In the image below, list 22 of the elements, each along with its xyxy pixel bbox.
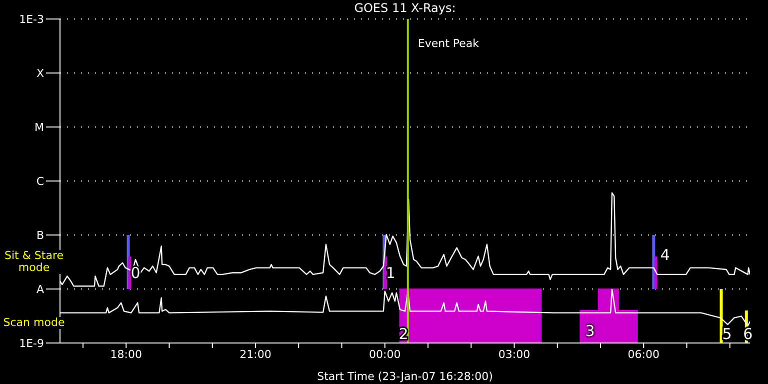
- x-tick-label: 18:00: [110, 348, 142, 361]
- annotation: 2: [398, 324, 408, 343]
- chart-title: GOES 11 X-Rays:: [353, 1, 457, 15]
- x-tick-label: 00:00: [369, 348, 401, 361]
- x-tick-label: 06:00: [628, 348, 660, 361]
- annotation: Sit & Stare mode: [0, 249, 68, 274]
- y-tick-label: A: [36, 282, 44, 296]
- y-tick-label: 1E-3: [19, 12, 44, 26]
- x-tick-label: 21:00: [240, 348, 272, 361]
- annotation: Scan mode: [0, 316, 68, 329]
- y-tick-label: 1E-9: [19, 336, 44, 350]
- x-tick-label: 03:00: [498, 348, 530, 361]
- y-tick-label: B: [36, 228, 44, 242]
- y-tick-label: C: [36, 174, 44, 188]
- y-tick-label: X: [36, 66, 44, 80]
- annotation: 4: [659, 246, 671, 264]
- annotation: 3: [584, 322, 596, 340]
- ref-line-label: Event Peak: [418, 37, 480, 50]
- x-axis-title: Start Time (23-Jan-07 16:28:00): [317, 370, 493, 383]
- annotation: 5: [722, 324, 732, 343]
- y-tick-label: M: [34, 120, 44, 134]
- annotation: 1: [386, 264, 396, 282]
